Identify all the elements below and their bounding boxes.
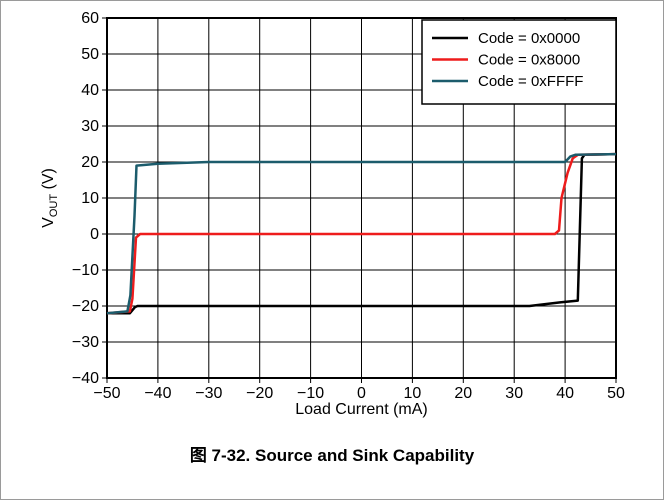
series-line [107,152,617,315]
figure-caption: 图 7-32. Source and Sink Capability [189,446,475,465]
y-tick-label: 10 [81,190,99,207]
x-tick-label: 0 [357,385,366,402]
x-tick-label: 10 [404,385,422,402]
y-tick-label: 60 [81,10,99,27]
y-tick-label: 20 [81,154,99,171]
x-tick-label: 40 [556,385,574,402]
y-tick-label: −20 [72,298,99,315]
y-tick-label: 30 [81,118,99,135]
legend-label: Code = 0x8000 [478,52,580,69]
y-tick-label: −10 [72,262,99,279]
series-line [106,152,617,315]
y-axis-title: VOUT (V) [40,168,60,228]
x-tick-label: −50 [93,385,120,402]
y-tick-label: 50 [81,46,99,63]
y-tick-label: −40 [72,370,99,387]
legend-label: Code = 0x0000 [478,30,580,47]
y-tick-label: 40 [81,82,99,99]
legend-label: Code = 0xFFFF [478,73,583,90]
x-tick-label: −30 [195,385,222,402]
y-tick-label: 0 [90,226,99,243]
x-tick-label: 30 [505,385,523,402]
x-tick-label: −20 [246,385,273,402]
x-axis-title: Load Current (mA) [295,401,428,418]
series-line [106,152,617,315]
legend-box [421,19,617,105]
x-tick-label: 20 [454,385,472,402]
x-tick-label: −40 [144,385,171,402]
x-tick-label: −10 [297,385,324,402]
y-tick-label: −30 [72,334,99,351]
chart: −50 −40 −30 −20 −10 0 10 20 30 40 50−40−30−20−1001… [40,10,625,418]
x-tick-label: 50 [607,385,625,402]
